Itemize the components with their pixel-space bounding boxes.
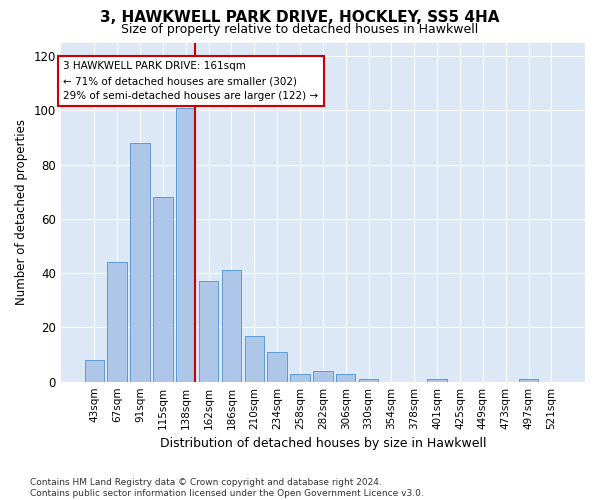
X-axis label: Distribution of detached houses by size in Hawkwell: Distribution of detached houses by size …: [160, 437, 486, 450]
Bar: [153, 197, 173, 382]
Text: 3, HAWKWELL PARK DRIVE, HOCKLEY, SS5 4HA: 3, HAWKWELL PARK DRIVE, HOCKLEY, SS5 4HA: [100, 10, 500, 25]
Bar: [336, 374, 355, 382]
Bar: [222, 270, 241, 382]
Bar: [130, 143, 150, 382]
Text: Size of property relative to detached houses in Hawkwell: Size of property relative to detached ho…: [121, 22, 479, 36]
Bar: [268, 352, 287, 382]
Bar: [85, 360, 104, 382]
Bar: [359, 379, 379, 382]
Bar: [519, 379, 538, 382]
Y-axis label: Number of detached properties: Number of detached properties: [15, 119, 28, 305]
Bar: [290, 374, 310, 382]
Bar: [313, 371, 332, 382]
Text: Contains HM Land Registry data © Crown copyright and database right 2024.
Contai: Contains HM Land Registry data © Crown c…: [30, 478, 424, 498]
Bar: [176, 108, 196, 382]
Bar: [245, 336, 264, 382]
Text: 3 HAWKWELL PARK DRIVE: 161sqm
← 71% of detached houses are smaller (302)
29% of : 3 HAWKWELL PARK DRIVE: 161sqm ← 71% of d…: [64, 62, 319, 101]
Bar: [107, 262, 127, 382]
Bar: [427, 379, 447, 382]
Bar: [199, 282, 218, 382]
